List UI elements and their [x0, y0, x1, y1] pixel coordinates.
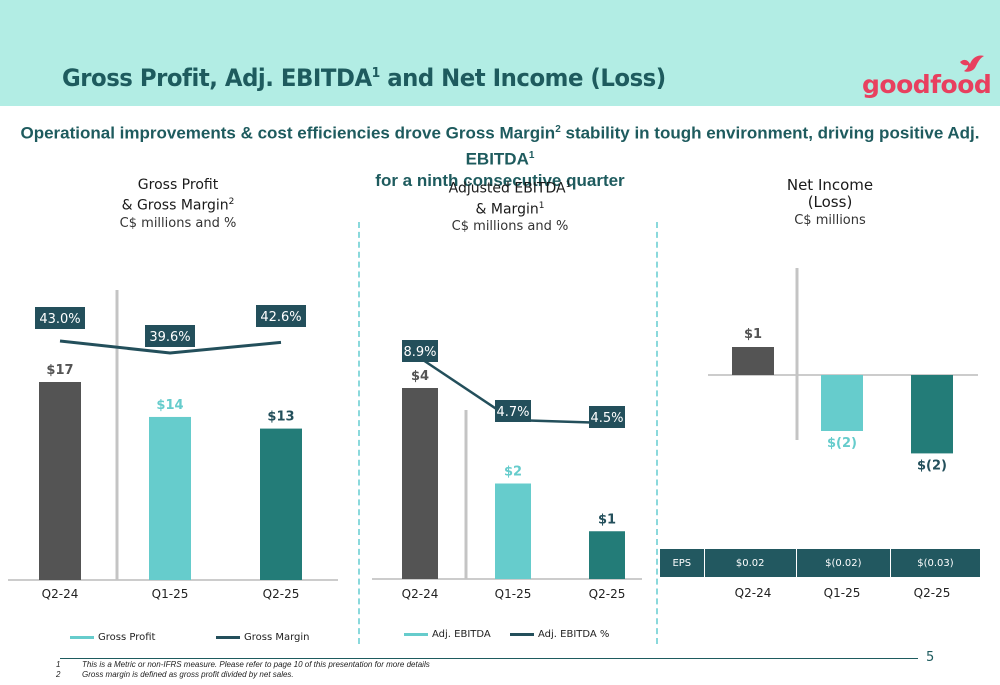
ebitda-bar-label-q1-25: $2 [504, 465, 522, 480]
gp-margin-label-q1-25-bg [145, 325, 195, 347]
ebitda-tick-q2-24: Q2-24 [402, 587, 439, 601]
ebitda-tick-q2-25: Q2-25 [589, 587, 626, 601]
legend-swatch-gross-margin [216, 635, 240, 639]
panel-title-adj-ebitda: Adjusted EBITDA1 & Margin1 C$ millions a… [448, 180, 572, 235]
gp-bar-q1-25 [149, 416, 191, 580]
gp-bar-label-q2-25: $13 [267, 410, 294, 425]
gp-bar-q2-25 [260, 428, 302, 580]
bird-logo-icon [960, 55, 984, 72]
panel-title-net-income: Net Income (Loss) C$ millions [786, 176, 874, 229]
gp-margin-label-q2-24: 43.0% [39, 312, 80, 327]
subtitle: Operational improvements & cost efficien… [20, 123, 980, 191]
ebitda-margin-label-q2-25-bg [589, 406, 625, 428]
legend-adj-ebitda: Adj. EBITDA [404, 629, 491, 640]
eps-table: EPS $0.02 $(0.02) $(0.03) [660, 549, 981, 577]
header-band [0, 0, 1000, 106]
footnote-1: 1 This is a Metric or non-IFRS measure. P… [56, 660, 430, 669]
gp-margin-label-q2-25: 42.6% [260, 310, 301, 325]
gp-margin-label-q2-25-bg [256, 305, 306, 327]
footer-rule [60, 658, 918, 659]
ebitda-tick-q1-25: Q1-25 [495, 587, 532, 601]
ni-bar-label-q2-25: $(2) [917, 458, 947, 473]
ni-tick-q1-25: Q1-25 [824, 586, 861, 600]
ni-bar-q2-25 [911, 375, 953, 454]
gp-margin-label-q2-24-bg [35, 307, 85, 329]
ni-bar-q2-24 [732, 347, 774, 375]
gp-bar-label-q1-25: $14 [156, 398, 183, 413]
legend-gross-margin: Gross Margin [216, 632, 310, 643]
ebitda-bar-label-q2-25: $1 [598, 512, 616, 527]
ebitda-bar-label-q2-24: $4 [411, 369, 429, 384]
legend-swatch-adj-ebitda [404, 632, 428, 636]
gp-bar-q2-24 [39, 382, 81, 580]
ni-tick-q2-25: Q2-25 [914, 586, 951, 600]
ebitda-bar-q2-24 [402, 388, 438, 579]
gp-margin-line [59, 339, 282, 355]
legend-gross-profit: Gross Profit [70, 632, 155, 643]
footnote-2: 2 Gross margin is defined as gross profit… [56, 670, 294, 679]
panel-title-gross-profit: Gross Profit & Gross Margin2 C$ millions… [119, 177, 237, 231]
ni-bar-q1-25 [821, 375, 863, 431]
ni-bar-label-q1-25: $(2) [827, 436, 857, 451]
gp-bar-label-q2-24: $17 [46, 363, 73, 378]
ebitda-margin-label-q2-25: 4.5% [590, 411, 623, 426]
ebitda-margin-label-q1-25-bg [495, 400, 531, 422]
ebitda-margin-label-q1-25: 4.7% [496, 405, 529, 420]
gp-tick-q1-25: Q1-25 [152, 587, 189, 601]
legend-swatch-gross-profit [70, 635, 94, 639]
ni-bar-label-q2-24: $1 [744, 327, 762, 342]
panel-divider-left [358, 222, 360, 644]
ebitda-margin-label-q2-24-bg [402, 340, 438, 362]
eps-cell-q2-24: $0.02 [704, 549, 797, 577]
ebitda-bar-q2-25 [589, 531, 625, 579]
ebitda-margin-label-q2-24: 8.9% [403, 345, 436, 360]
gp-margin-label-q1-25: 39.6% [149, 330, 190, 345]
legend-adj-ebitda-pct: Adj. EBITDA % [510, 629, 609, 640]
panel-divider-right [656, 222, 658, 644]
eps-label: EPS [660, 549, 705, 577]
legend-swatch-adj-ebitda-pct [510, 632, 534, 636]
eps-cell-q1-25: $(0.02) [796, 549, 891, 577]
eps-cell-q2-25: $(0.03) [890, 549, 981, 577]
slide-title: Gross Profit, Adj. EBITDA1 and Net Incom… [62, 64, 666, 92]
gp-tick-q2-25: Q2-25 [263, 587, 300, 601]
ebitda-bar-q1-25 [495, 483, 531, 579]
page-number: 5 [926, 650, 935, 665]
gp-tick-q2-24: Q2-24 [42, 587, 79, 601]
goodfood-logo: goodfood [862, 70, 992, 99]
ni-tick-q2-24: Q2-24 [735, 586, 772, 600]
